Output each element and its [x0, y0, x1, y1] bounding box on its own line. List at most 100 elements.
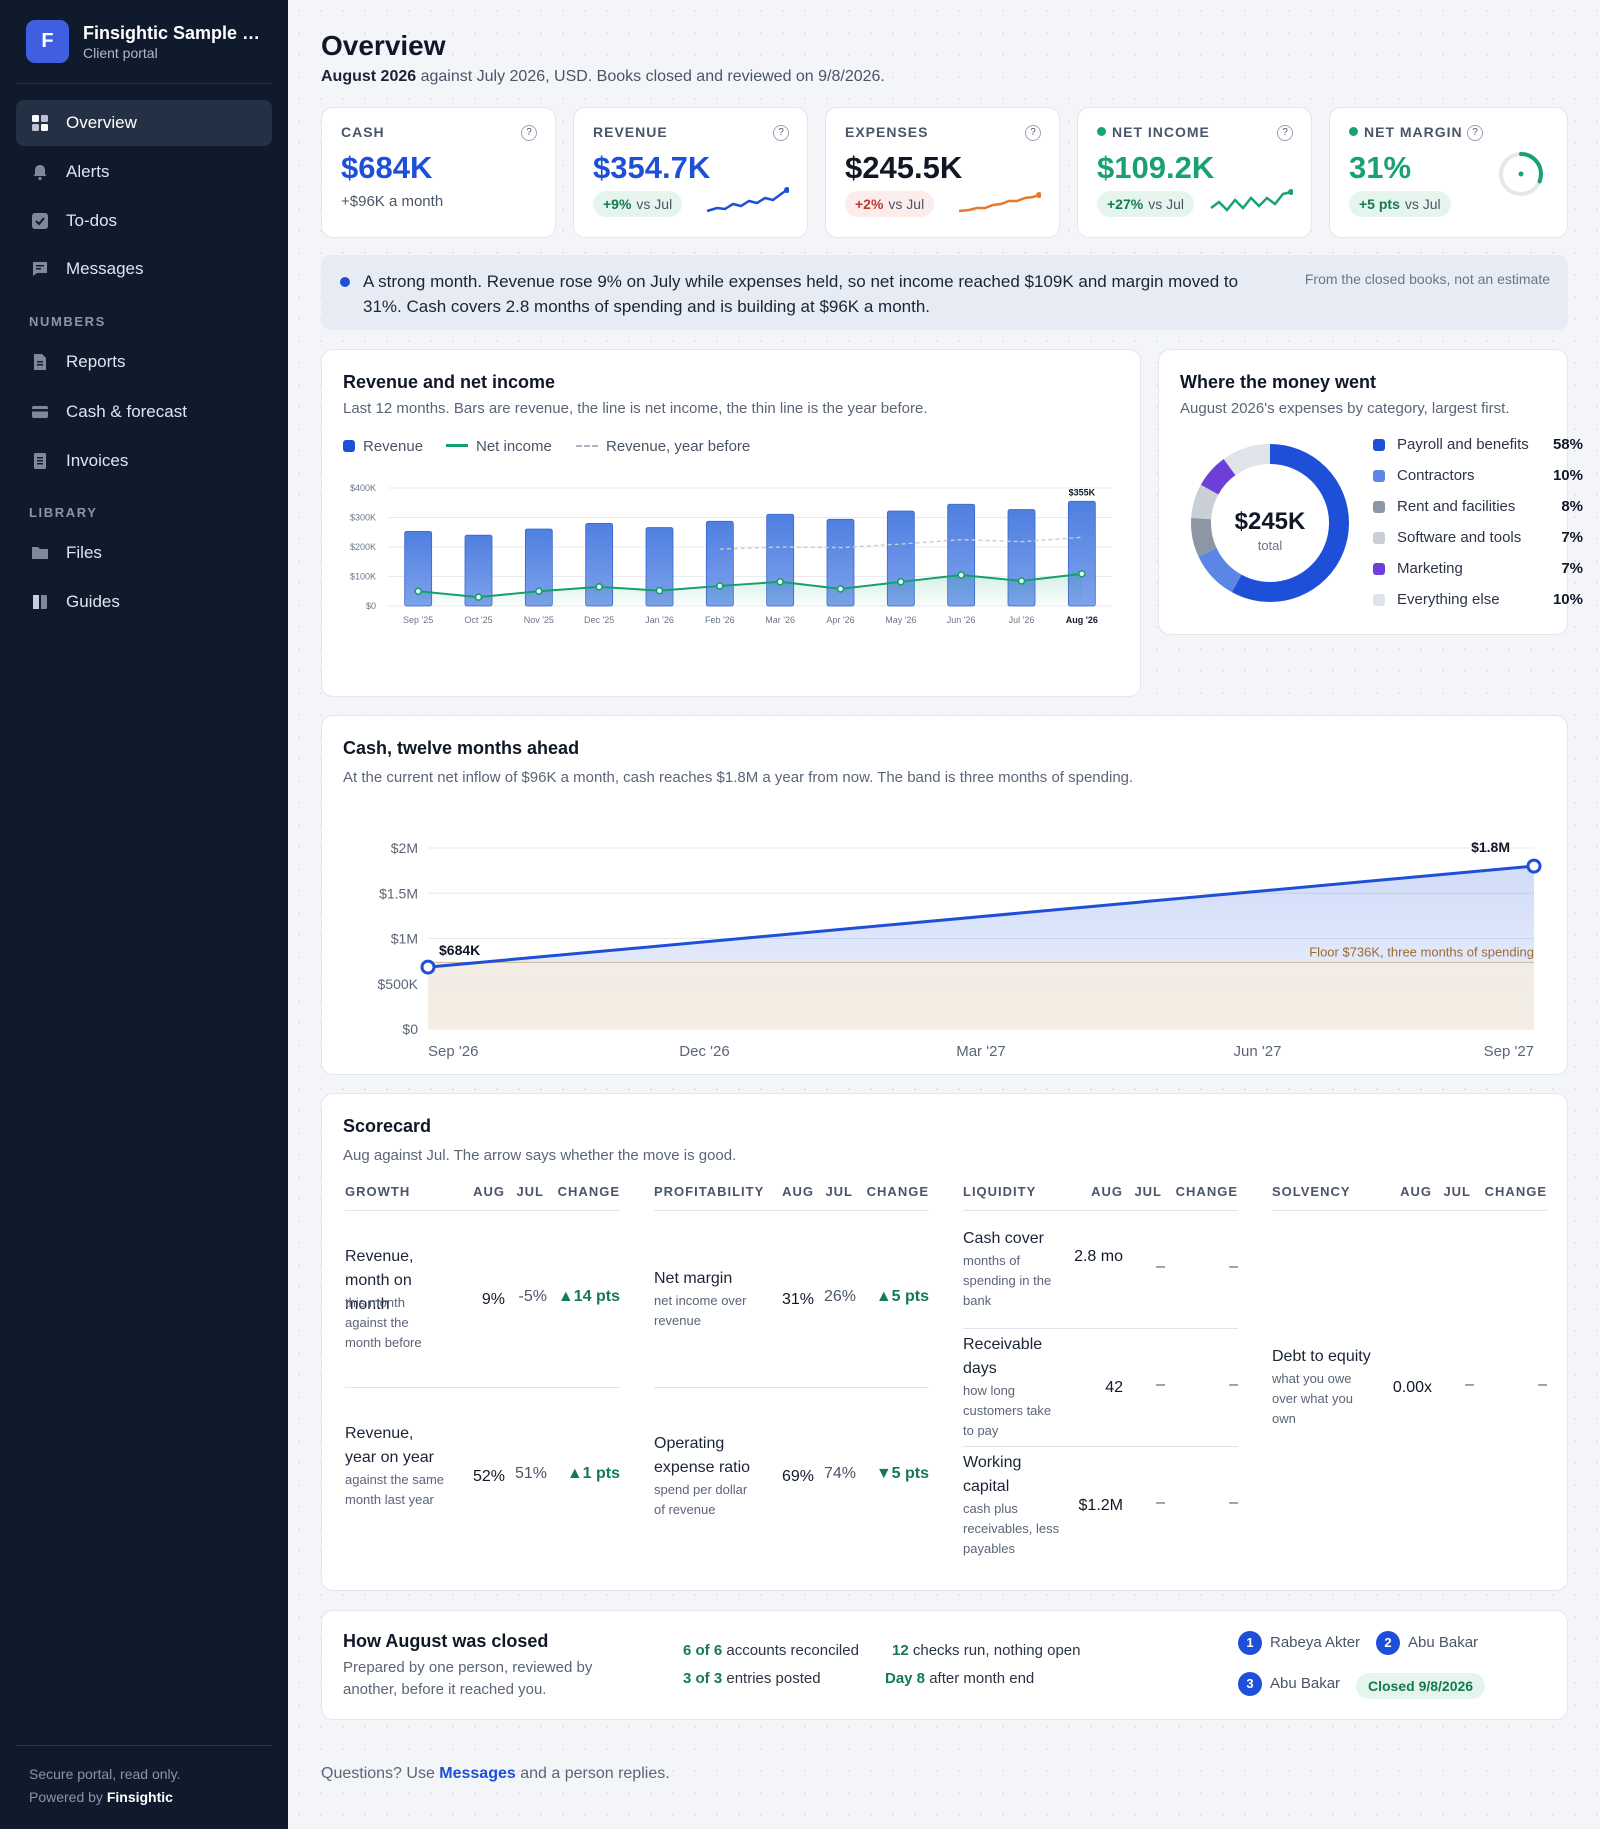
cash-start-point [420, 959, 436, 975]
x-tick-label: Feb '26 [705, 615, 735, 625]
sidebar-divider [16, 1745, 272, 1746]
x-tick-label: Aug '26 [1066, 615, 1098, 625]
nav-reports[interactable]: Reports [16, 339, 272, 385]
stat-value: 12 [892, 1642, 909, 1659]
footer-text: Questions? Use [321, 1765, 440, 1782]
x-tick-label: Mar '27 [956, 1043, 1006, 1060]
legend-revenue[interactable]: Revenue [343, 438, 423, 455]
close-title: How August was closed [343, 1631, 549, 1651]
nav-label: Overview [66, 113, 137, 132]
help-icon[interactable]: ? [521, 125, 537, 141]
metric-name: Operating expense ratio [654, 1434, 751, 1476]
help-icon[interactable]: ? [1277, 125, 1293, 141]
y-tick-label: $1.5M [379, 885, 418, 901]
nav-messages[interactable]: Messages [16, 246, 272, 292]
net-income-point [836, 585, 845, 593]
floor-band [428, 962, 1534, 1029]
legend-value: 10% [1552, 591, 1583, 608]
summary-text: A strong month. Revenue rose 9% on July … [363, 272, 1239, 316]
close-step-approved: 3 Abu Bakar [1238, 1672, 1340, 1696]
nav-todos[interactable]: To-dos [16, 198, 272, 244]
kpi-delta-pill: +5 pts vs Jul [1349, 191, 1451, 217]
kpi-delta-basis: vs Jul [1148, 196, 1184, 212]
metric-aug-value: 31% [781, 1290, 814, 1308]
nav-alerts[interactable]: Alerts [16, 149, 272, 195]
summary-dot [340, 277, 350, 287]
kpi-card-net-margin[interactable]: NET MARGIN ? 31% +5 pts vs Jul [1329, 107, 1568, 238]
legend-swatch [1373, 501, 1385, 513]
org-switcher[interactable]: F Finsightic Sample C... Client portal [26, 20, 268, 64]
legend-label: Everything else [1397, 591, 1500, 608]
close-stat-checks: 12 checks run, nothing open [892, 1642, 1080, 1659]
nav-label: Invoices [66, 451, 129, 470]
nav-label: Files [66, 543, 102, 562]
stat-label: accounts reconciled [722, 1642, 859, 1659]
metric-jul-value: – [1156, 1494, 1165, 1511]
net-income-sparkline [1210, 189, 1293, 212]
close-step-reviewed: 2 Abu Bakar [1376, 1631, 1478, 1655]
status-dot [1349, 127, 1358, 136]
kpi-card-expenses[interactable]: EXPENSES ? $245.5K +2% vs Jul [825, 107, 1060, 238]
donut-slice[interactable] [1191, 444, 1349, 602]
legend-value: 7% [1561, 529, 1583, 546]
scorecard-group-header: PROFITABILITY [654, 1184, 765, 1199]
nav-invoices[interactable]: Invoices [16, 438, 272, 484]
help-icon[interactable]: ? [773, 125, 789, 141]
close-step-prepared: 1 Rabeya Akter [1238, 1631, 1360, 1655]
metric-name: Debt to equity [1272, 1348, 1371, 1365]
help-icon[interactable]: ? [1467, 125, 1483, 141]
net-income-point [655, 586, 664, 595]
legend-net-income[interactable]: Net income [446, 438, 552, 455]
close-subtitle: Prepared by one person, reviewed by anot… [343, 1659, 593, 1698]
kpi-value: $245.5K [845, 150, 963, 185]
nav-guides[interactable]: Guides [16, 579, 272, 625]
metric-name: Net margin [654, 1269, 733, 1287]
kpi-label: REVENUE [593, 124, 668, 140]
y-tick-label: $0 [366, 601, 376, 611]
kpi-label: NET INCOME [1097, 124, 1210, 140]
kpi-card-revenue[interactable]: REVENUE ? $354.7K +9% vs Jul [573, 107, 808, 238]
scorecard-col-jul: JUL [1134, 1184, 1162, 1199]
sidebar: F Finsightic Sample C... Client portal O… [0, 0, 288, 1829]
cash-chart: $0 $500K $1M $1.5M $2M Floor $736K, three mon… [378, 839, 1542, 1060]
metric-change: ▲14 pts [557, 1287, 620, 1305]
period-label: August 2026 [321, 68, 417, 85]
net-income-point [414, 587, 422, 596]
chart-subtitle: Last 12 months. Bars are revenue, the li… [343, 400, 928, 417]
y-tick-label: $2M [391, 840, 418, 856]
y-tick-label: $500K [378, 976, 419, 992]
scorecard-col-jul: JUL [1443, 1184, 1471, 1199]
scorecard-group-header: GROWTH [345, 1184, 411, 1199]
metric-description: against the same month last year [345, 1471, 445, 1507]
footer-messages-link[interactable]: Messages [439, 1765, 516, 1782]
kpi-value: $684K [341, 150, 433, 185]
legend-value: 8% [1561, 498, 1583, 515]
legend-swatch [576, 445, 598, 447]
help-icon[interactable]: ? [1025, 125, 1041, 141]
legend-prior-year[interactable]: Revenue, year before [576, 438, 750, 455]
legend-label: Revenue, year before [606, 438, 751, 455]
prior-year-line [719, 536, 1082, 550]
donut-slice[interactable] [1191, 444, 1349, 602]
step-number: 3 [1238, 1672, 1262, 1696]
step-person: Abu Bakar [1270, 1674, 1341, 1692]
net-income-point [897, 578, 905, 586]
kpi-card-cash[interactable]: CASH ? $684K +$96K a month [321, 107, 556, 238]
powered-by-brand[interactable]: Finsightic [106, 1789, 173, 1805]
grid-icon [32, 115, 48, 131]
close-stat-reconciled: 6 of 6 accounts reconciled [683, 1642, 859, 1659]
x-tick-label: Dec '25 [584, 615, 614, 625]
metric-name: Receivable days [963, 1336, 1043, 1377]
nav-files[interactable]: Files [16, 530, 272, 576]
legend-label: Software and tools [1397, 529, 1522, 546]
net-income-area [418, 573, 1082, 606]
net-income-point [595, 583, 603, 591]
nav-overview[interactable]: Overview [16, 100, 272, 146]
stat-label: after month end [925, 1670, 1035, 1687]
metric-name: Revenue, month on month [345, 1247, 414, 1313]
legend-swatch [343, 440, 355, 452]
kpi-card-net-income[interactable]: NET INCOME ? $109.2K +27% vs Jul [1077, 107, 1312, 238]
x-tick-label: Jan '26 [645, 615, 674, 625]
metric-aug-value: 2.8 mo [1074, 1248, 1123, 1265]
nav-cash-forecast[interactable]: Cash & forecast [16, 389, 272, 435]
